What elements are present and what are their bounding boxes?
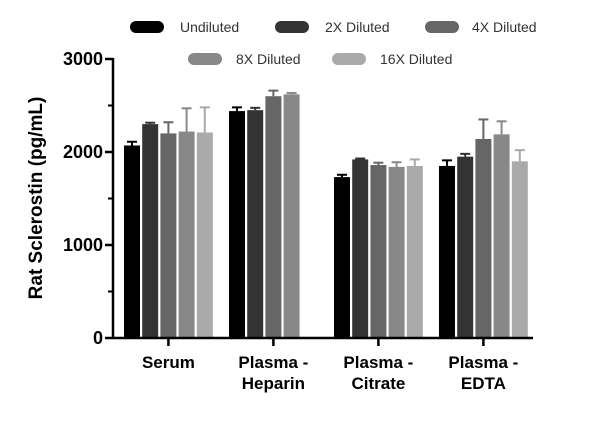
x-tick-label: Plasma - [343,353,413,372]
bar [124,145,140,338]
bar [439,165,455,338]
y-axis: 0 1000 2000 3000 [63,49,115,348]
x-tick-label: Heparin [242,374,305,393]
legend-label: Undiluted [180,19,239,35]
legend-swatch [275,21,309,33]
bar [475,138,492,338]
bar [406,165,423,338]
bar [247,110,264,339]
y-tick-label: 2000 [63,142,103,162]
bar [457,156,474,338]
x-tick-label: EDTA [461,374,506,393]
bar [160,133,177,338]
legend-swatch [425,21,459,33]
legend-swatch [332,53,366,65]
bar [283,94,300,338]
legend: Undiluted 2X Diluted 4X Diluted 8X Diluted 1… [130,19,537,67]
legend-label: 8X Diluted [236,51,301,67]
bars [124,89,528,339]
y-tick-label: 1000 [63,235,103,255]
x-axis: Serum Plasma - Heparin Plasma - Citrate Plasm… [113,336,533,393]
bar [334,177,350,338]
x-tick-label: Plasma - [448,353,518,372]
legend-label: 4X Diluted [472,19,537,35]
bar [493,134,510,338]
bar [229,111,245,338]
bar [511,161,528,338]
bar [265,96,282,338]
bar [196,132,213,338]
legend-label: 2X Diluted [325,19,390,35]
bar [178,131,195,338]
bar [388,166,405,338]
bar [370,165,387,338]
y-tick-label: 3000 [63,49,103,69]
bar [352,159,369,338]
y-axis-label: Rat Sclerostin (pg/mL) [26,97,47,300]
x-tick-label: Plasma - [238,353,308,372]
x-tick-label: Citrate [351,374,405,393]
bar [142,124,159,338]
legend-swatch [130,21,164,33]
y-tick-label: 0 [93,328,103,348]
legend-label: 16X Diluted [380,51,452,67]
x-tick-label: Serum [142,353,195,372]
legend-swatch [188,53,222,65]
